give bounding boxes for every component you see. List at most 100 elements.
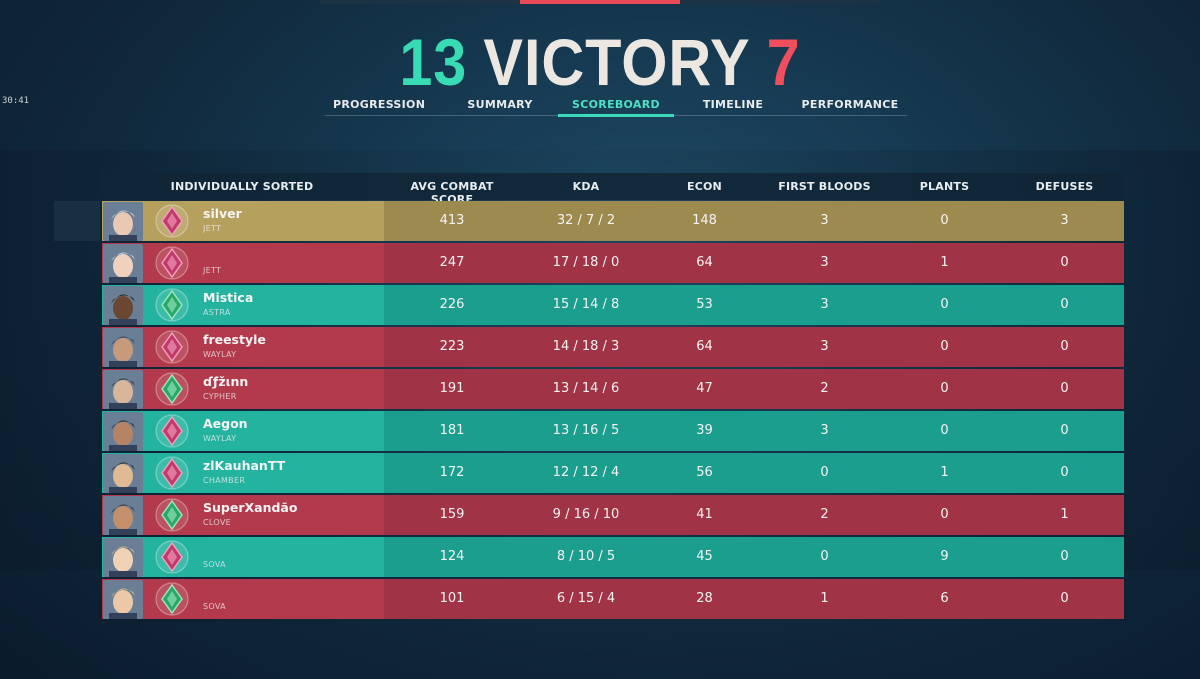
econ-value: 28 bbox=[696, 591, 713, 606]
agent-name: ASTRA bbox=[203, 308, 231, 317]
agent-portrait bbox=[103, 412, 143, 451]
scoreboard-header: INDIVIDUALLY SORTED AVG COMBAT SCORE KDA… bbox=[102, 173, 1124, 206]
first-bloods-value: 2 bbox=[820, 507, 829, 522]
pink-rank-icon bbox=[154, 413, 190, 449]
header-sort[interactable]: INDIVIDUALLY SORTED bbox=[170, 180, 314, 193]
row-stats-bg bbox=[384, 285, 1124, 325]
player-rows: silver JETT 413 32 / 7 / 2 148 3 0 3 JE bbox=[102, 200, 1124, 620]
player-row[interactable]: silver JETT 413 32 / 7 / 2 148 3 0 3 bbox=[102, 200, 1124, 242]
row-stats-bg bbox=[384, 327, 1124, 367]
plants-value: 9 bbox=[940, 549, 949, 564]
plants-value: 0 bbox=[940, 339, 949, 354]
agent-portrait bbox=[103, 244, 143, 283]
player-name[interactable]: SuperXandão bbox=[203, 500, 298, 515]
player-name[interactable]: zlKauhanTT bbox=[203, 458, 286, 473]
agent-name: WAYLAY bbox=[203, 434, 237, 443]
row-name-bg bbox=[102, 243, 384, 283]
row-name-bg bbox=[102, 453, 384, 493]
plants-value: 0 bbox=[940, 297, 949, 312]
econ-value: 41 bbox=[696, 507, 713, 522]
defuses-value: 3 bbox=[1060, 213, 1069, 228]
player-row[interactable]: SOVA 124 8 / 10 / 5 45 0 9 0 bbox=[102, 536, 1124, 578]
timer: 30:41 bbox=[2, 96, 30, 106]
header-kda[interactable]: KDA bbox=[572, 180, 600, 193]
player-name[interactable]: ɗƒžιnn bbox=[203, 374, 249, 389]
tab-performance[interactable]: PERFORMANCE bbox=[801, 98, 899, 111]
acs-value: 159 bbox=[439, 507, 465, 522]
defuses-value: 0 bbox=[1060, 423, 1069, 438]
first-bloods-value: 2 bbox=[820, 381, 829, 396]
tab-scoreboard[interactable]: SCOREBOARD bbox=[572, 98, 660, 111]
defuses-value: 1 bbox=[1060, 507, 1069, 522]
tab-progression[interactable]: PROGRESSION bbox=[333, 98, 426, 111]
row-name-bg bbox=[102, 411, 384, 451]
econ-value: 64 bbox=[696, 255, 713, 270]
header-first-bloods[interactable]: FIRST BLOODS bbox=[778, 180, 871, 193]
agent-name: CHAMBER bbox=[203, 476, 246, 485]
defuses-value: 0 bbox=[1060, 465, 1069, 480]
header-econ[interactable]: ECON bbox=[687, 180, 722, 193]
player-row[interactable]: ɗƒžιnn CYPHER 191 13 / 14 / 6 47 2 0 0 bbox=[102, 368, 1124, 410]
player-row[interactable]: Mistica ASTRA 226 15 / 14 / 8 53 3 0 0 bbox=[102, 284, 1124, 326]
player-name[interactable]: Mistica bbox=[203, 290, 254, 305]
tab-timeline[interactable]: TIMELINE bbox=[702, 98, 764, 111]
kda-value: 15 / 14 / 8 bbox=[552, 297, 620, 312]
player-row[interactable]: SuperXandão CLOVE 159 9 / 16 / 10 41 2 0… bbox=[102, 494, 1124, 536]
acs-value: 181 bbox=[439, 423, 465, 438]
defuses-value: 0 bbox=[1060, 381, 1069, 396]
plants-value: 0 bbox=[940, 507, 949, 522]
acs-value: 172 bbox=[439, 465, 465, 480]
row-name-bg bbox=[102, 537, 384, 577]
kda-value: 14 / 18 / 3 bbox=[552, 339, 620, 354]
pink-rank-icon bbox=[154, 455, 190, 491]
player-name[interactable]: Aegon bbox=[203, 416, 248, 431]
agent-name: CYPHER bbox=[203, 392, 237, 401]
player-row[interactable]: JETT 247 17 / 18 / 0 64 3 1 0 bbox=[102, 242, 1124, 284]
agent-portrait bbox=[103, 370, 143, 409]
green-rank-icon bbox=[154, 581, 190, 617]
defuses-value: 0 bbox=[1060, 297, 1069, 312]
row-stats-bg bbox=[384, 201, 1124, 241]
pink-rank-icon bbox=[154, 245, 190, 281]
ally-score: 13 bbox=[399, 25, 468, 99]
green-rank-icon bbox=[154, 371, 190, 407]
top-accent bbox=[520, 0, 680, 4]
first-bloods-value: 0 bbox=[820, 549, 829, 564]
row-stats-bg bbox=[384, 495, 1124, 535]
player-row[interactable]: zlKauhanTT CHAMBER 172 12 / 12 / 4 56 0 … bbox=[102, 452, 1124, 494]
defuses-value: 0 bbox=[1060, 255, 1069, 270]
agent-name: JETT bbox=[203, 224, 222, 233]
first-bloods-value: 3 bbox=[820, 423, 829, 438]
row-name-bg bbox=[102, 579, 384, 619]
row-name-bg bbox=[102, 327, 384, 367]
row-name-bg bbox=[102, 495, 384, 535]
row-name-bg bbox=[102, 285, 384, 325]
agent-portrait bbox=[103, 538, 143, 577]
player-row[interactable]: SOVA 101 6 / 15 / 4 28 1 6 0 bbox=[102, 578, 1124, 620]
row-stats-bg bbox=[384, 411, 1124, 451]
row-stats-bg bbox=[384, 243, 1124, 283]
scoreboard: INDIVIDUALLY SORTED AVG COMBAT SCORE KDA… bbox=[102, 173, 1124, 620]
acs-value: 226 bbox=[439, 297, 465, 312]
econ-value: 45 bbox=[696, 549, 713, 564]
player-name[interactable]: freestyle bbox=[203, 332, 266, 347]
first-bloods-value: 3 bbox=[820, 339, 829, 354]
econ-value: 39 bbox=[696, 423, 713, 438]
header-plants[interactable]: PLANTS bbox=[919, 180, 970, 193]
agent-name: SOVA bbox=[203, 560, 226, 569]
green-rank-icon bbox=[154, 497, 190, 533]
pink-rank-icon bbox=[154, 203, 190, 239]
active-tab-underline bbox=[558, 114, 674, 117]
header-defuses[interactable]: DEFUSES bbox=[1035, 180, 1094, 193]
player-row[interactable]: freestyle WAYLAY 223 14 / 18 / 3 64 3 0 … bbox=[102, 326, 1124, 368]
result-label: VICTORY bbox=[483, 25, 751, 99]
econ-value: 47 bbox=[696, 381, 713, 396]
first-bloods-value: 3 bbox=[820, 213, 829, 228]
acs-value: 124 bbox=[439, 549, 465, 564]
acs-value: 191 bbox=[439, 381, 465, 396]
player-row[interactable]: Aegon WAYLAY 181 13 / 16 / 5 39 3 0 0 bbox=[102, 410, 1124, 452]
green-rank-icon bbox=[154, 287, 190, 323]
player-name[interactable]: silver bbox=[203, 206, 242, 221]
first-bloods-value: 3 bbox=[820, 297, 829, 312]
tab-summary[interactable]: SUMMARY bbox=[467, 98, 533, 111]
